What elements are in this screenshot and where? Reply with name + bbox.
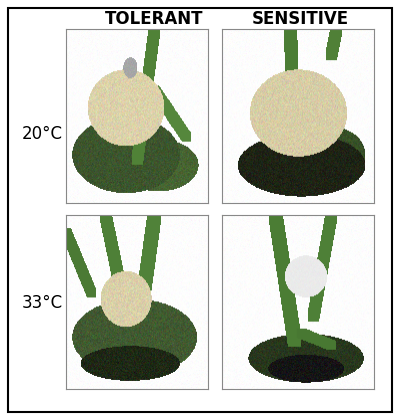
- Text: TOLERANT: TOLERANT: [105, 10, 203, 28]
- Text: SENSITIVE: SENSITIVE: [252, 10, 348, 28]
- Text: 33°C: 33°C: [22, 294, 63, 312]
- Text: 20°C: 20°C: [22, 125, 63, 143]
